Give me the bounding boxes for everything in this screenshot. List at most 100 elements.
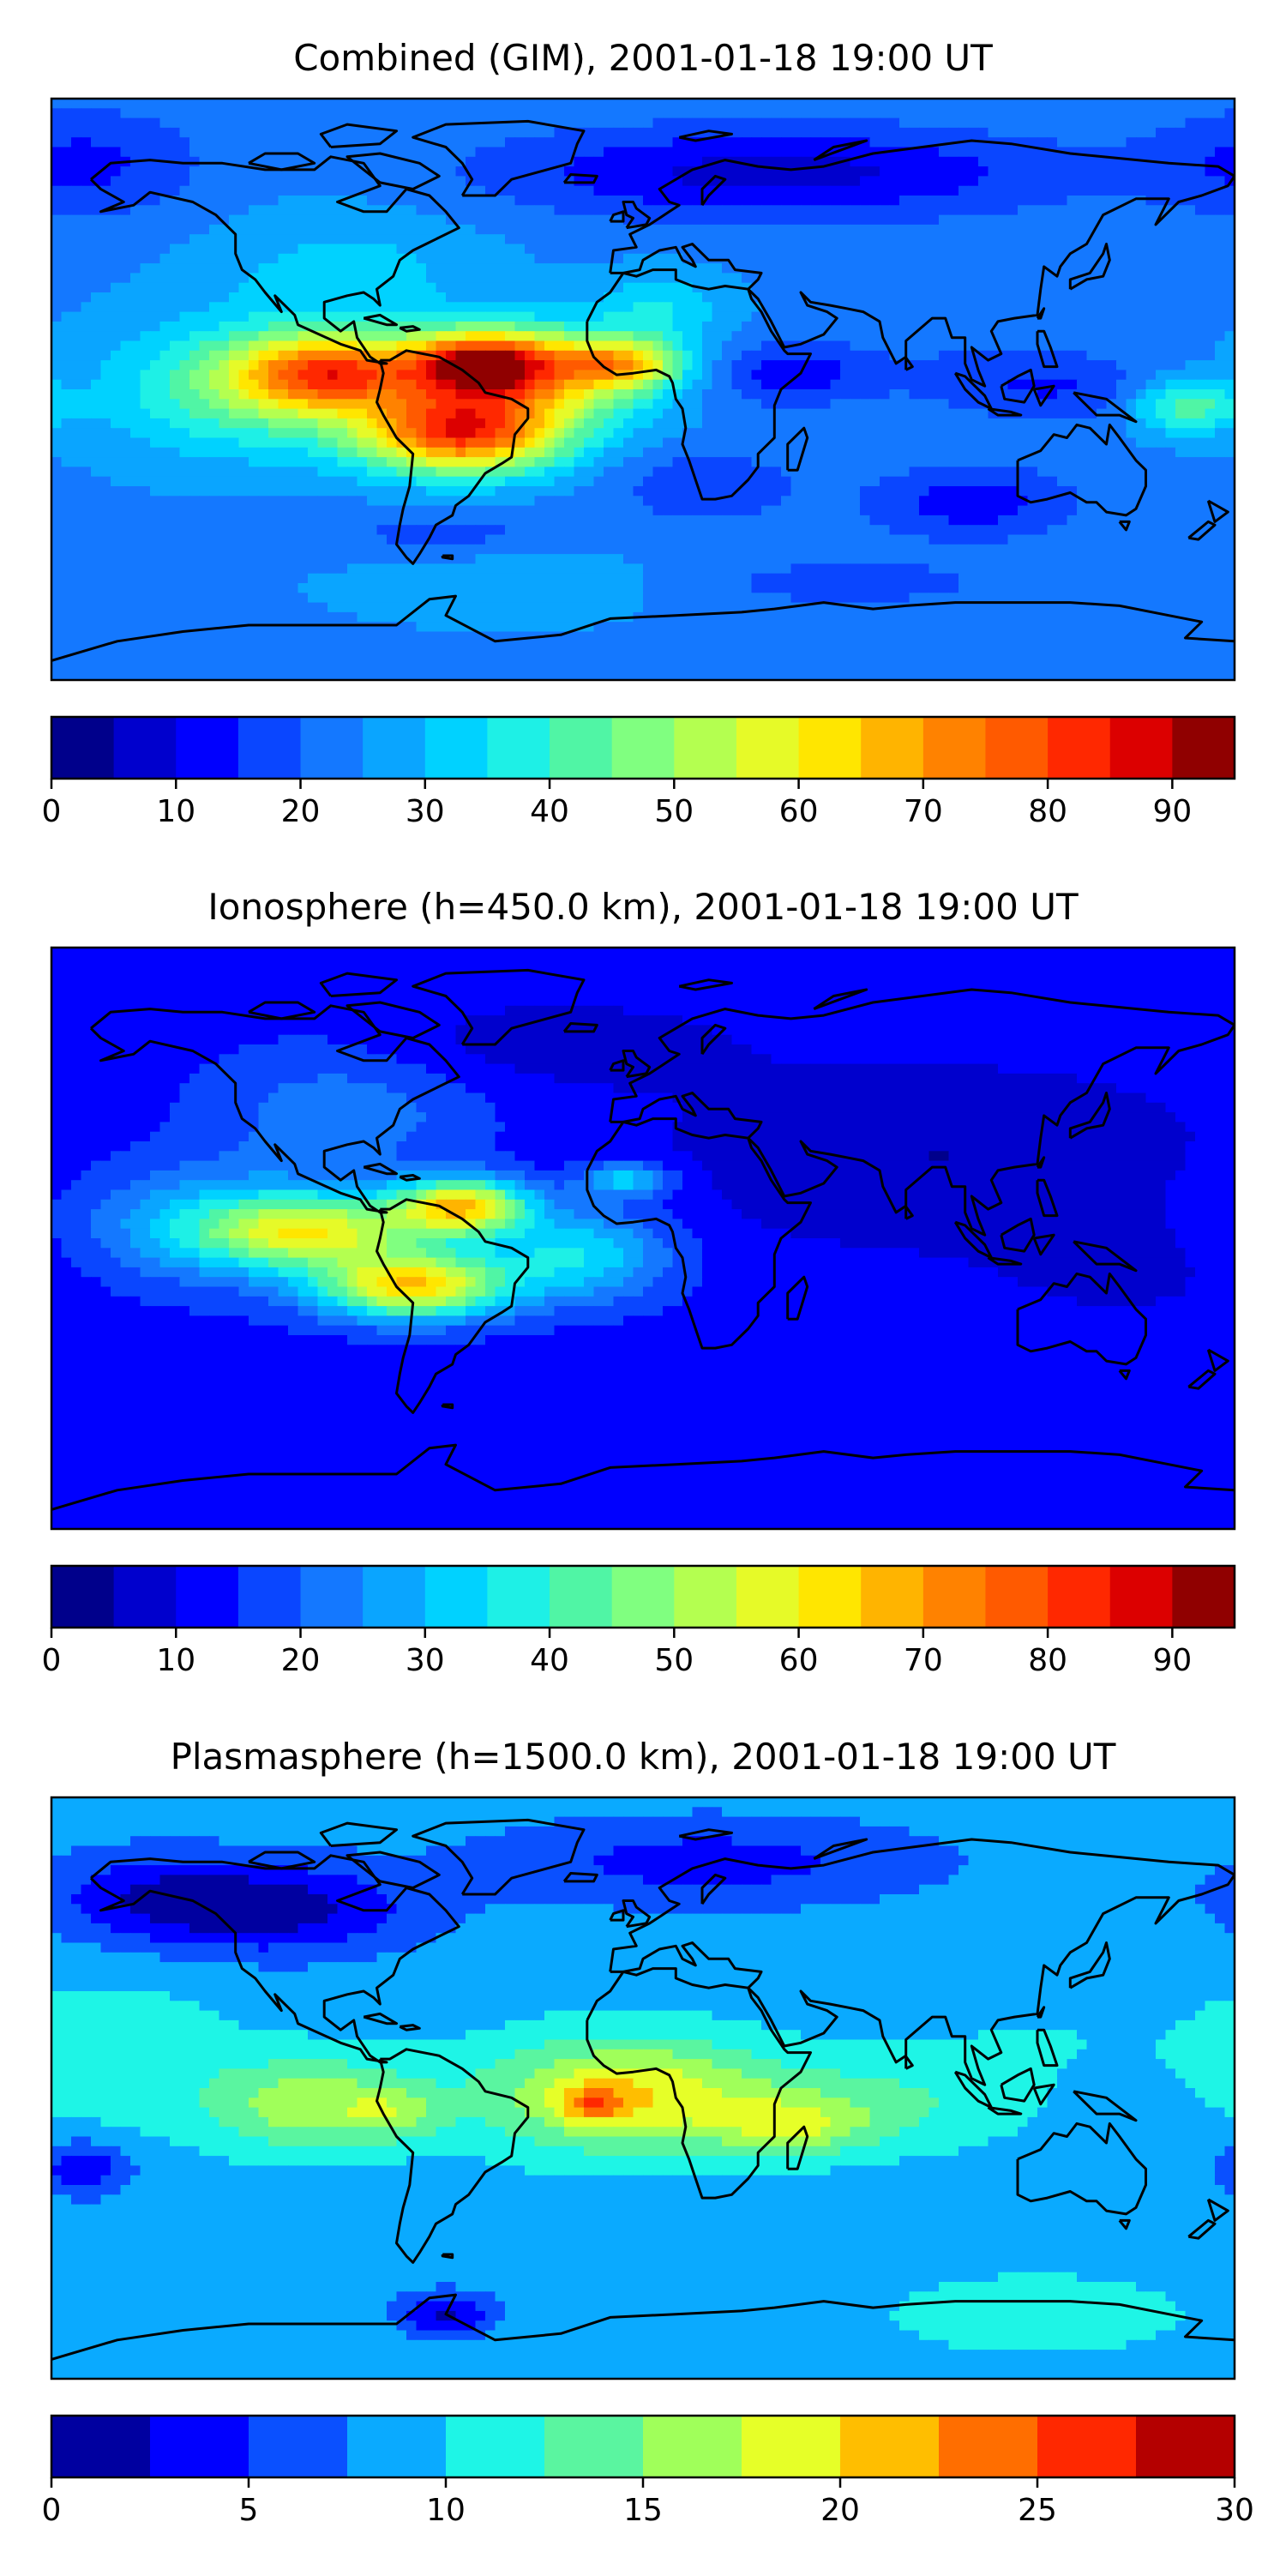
field-cell	[584, 331, 595, 342]
field-cell	[1027, 108, 1038, 119]
field-cell	[554, 428, 565, 439]
field-cell	[229, 282, 240, 293]
field-cell	[249, 389, 260, 400]
field-cell	[1185, 331, 1196, 342]
field-cell	[159, 379, 171, 390]
field-cell	[643, 466, 654, 478]
field-cell	[1067, 331, 1078, 342]
field-cell	[376, 214, 388, 226]
field-cell	[406, 147, 418, 158]
field-cell	[337, 360, 348, 370]
field-cell	[928, 205, 940, 216]
field-cell	[672, 408, 683, 419]
field-cell	[830, 253, 841, 264]
field-cell	[692, 185, 703, 196]
field-cell	[850, 214, 861, 226]
field-cell	[889, 340, 900, 352]
field-cell	[525, 486, 536, 497]
field-cell	[396, 486, 407, 497]
field-cell	[1116, 166, 1127, 177]
field-cell	[584, 486, 595, 497]
field-cell	[328, 399, 339, 410]
field-cell	[130, 331, 141, 342]
field-cell	[1027, 399, 1038, 410]
field-cell	[1027, 127, 1038, 138]
field-cell	[525, 447, 536, 458]
field-cell	[919, 156, 930, 167]
field-cell	[297, 496, 309, 507]
field-cell	[229, 486, 240, 497]
field-cell	[278, 292, 289, 303]
field-cell	[81, 292, 92, 303]
field-cell	[1086, 418, 1097, 429]
field-cell	[623, 408, 634, 419]
field-cell	[1116, 399, 1127, 410]
field-cell	[347, 176, 358, 187]
field-cell	[731, 117, 742, 129]
field-cell	[71, 147, 82, 158]
field-cell	[1165, 117, 1176, 129]
field-cell	[238, 476, 249, 487]
field-cell	[712, 496, 723, 507]
field-cell	[1086, 311, 1097, 322]
field-cell	[140, 108, 151, 119]
field-cell	[869, 457, 880, 467]
field-cell	[810, 486, 821, 497]
field-cell	[1156, 253, 1167, 264]
field-cell	[574, 350, 585, 361]
field-cell	[1165, 127, 1176, 138]
field-cell	[1136, 311, 1147, 322]
field-cell	[860, 205, 871, 216]
field-cell	[722, 214, 733, 226]
field-cell	[899, 447, 910, 458]
field-cell	[1018, 166, 1029, 177]
field-cell	[436, 166, 447, 177]
field-cell	[258, 311, 269, 322]
field-cell	[1145, 117, 1157, 129]
field-cell	[387, 418, 398, 429]
field-cell	[51, 273, 63, 284]
field-cell	[554, 437, 565, 448]
field-cell	[1195, 224, 1206, 235]
field-cell	[1057, 360, 1068, 370]
field-cell	[1215, 253, 1226, 264]
field-cell	[682, 437, 694, 448]
field-cell	[140, 117, 151, 129]
field-cell	[1086, 389, 1097, 400]
field-cell	[1007, 302, 1019, 313]
field-cell	[544, 147, 556, 158]
field-cell	[889, 302, 900, 313]
field-cell	[1195, 418, 1206, 429]
field-cell	[1224, 127, 1235, 138]
field-cell	[593, 408, 604, 419]
field-cell	[584, 447, 595, 458]
field-cell	[357, 263, 368, 274]
field-cell	[278, 137, 289, 148]
field-cell	[406, 389, 418, 400]
field-cell	[840, 196, 851, 206]
field-cell	[71, 137, 82, 148]
field-cell	[731, 418, 742, 429]
field-cell	[663, 486, 674, 497]
field-cell	[130, 273, 141, 284]
field-cell	[928, 196, 940, 206]
field-cell	[249, 244, 260, 255]
field-cell	[337, 253, 348, 264]
field-cell	[1195, 331, 1206, 342]
field-cell	[623, 321, 634, 332]
field-cell	[525, 196, 536, 206]
field-cell	[1037, 370, 1049, 381]
field-cell	[505, 234, 516, 245]
field-cell	[1145, 273, 1157, 284]
field-cell	[396, 244, 407, 255]
field-cell	[209, 418, 220, 429]
field-cell	[1057, 466, 1068, 478]
field-cell	[446, 253, 457, 264]
field-cell	[544, 350, 556, 361]
field-cell	[61, 147, 72, 158]
field-cell	[771, 408, 782, 419]
field-cell	[988, 244, 999, 255]
field-cell	[919, 302, 930, 313]
field-cell	[702, 137, 713, 148]
field-cell	[406, 428, 418, 439]
